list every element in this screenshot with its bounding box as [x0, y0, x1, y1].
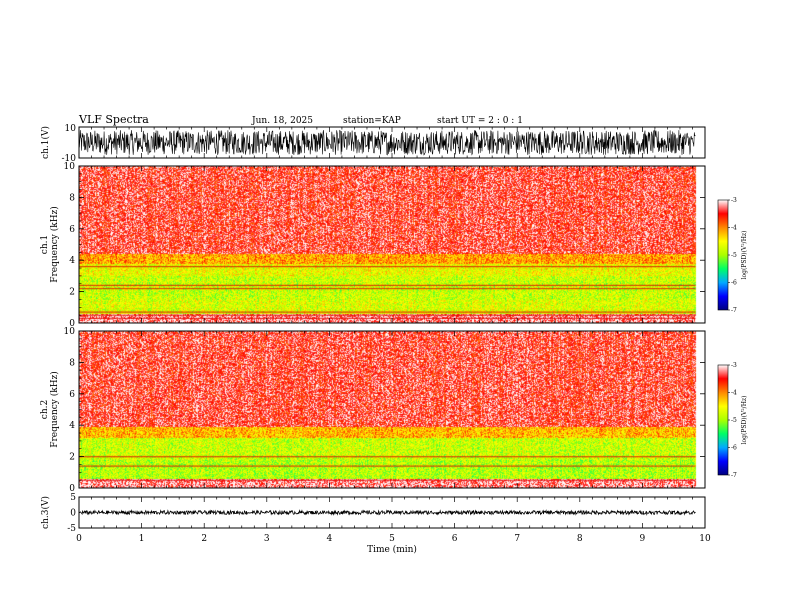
ch1-spectrogram-panel: 0 2 4 6 8 10 ch.1Frequency (kHz) [40, 162, 706, 329]
ch2-spec-ytick-label: 6 [69, 390, 75, 400]
ch2-colorbar-gradient-bar [717, 364, 729, 476]
ch2-spec-ytick-label: 4 [69, 421, 75, 431]
ch1-ytick-label: -10 [62, 154, 77, 164]
figure-title: VLF Spectra [78, 113, 149, 126]
x-axis-label: Time (min) [367, 544, 417, 555]
ch2-colorbar-label: log(PSD)(V²/Hz) [741, 396, 748, 445]
ch2-spec-ytick-label: 2 [69, 453, 75, 463]
x-tick-label: 0 [76, 534, 82, 544]
ch1-spec-ytick-label: 4 [69, 256, 75, 266]
ch2-colorbar-tick-label: -3 [731, 362, 737, 369]
ch2-colorbar-tick-label: -6 [731, 445, 737, 452]
x-tick-label: 9 [640, 534, 646, 544]
x-tick-label: 7 [514, 534, 520, 544]
x-tick-label: 4 [327, 534, 333, 544]
ch2-spectrogram-panel: 0 2 4 6 8 10 ch.2Frequency (kHz) [40, 327, 706, 494]
ch2-colorbar-tick-label: -7 [731, 472, 737, 479]
ch1-spec-ylabel: ch.1Frequency (kHz) [40, 206, 60, 283]
ch1-colorbar-tick-label: -5 [731, 252, 737, 259]
x-tick-label: 3 [264, 534, 270, 544]
ch1-spec-ytick-label: 6 [69, 225, 75, 235]
ch1-colorbar-tick-label: -4 [731, 225, 737, 232]
ch1-spec-heatmap-image [79, 166, 705, 323]
x-tick-label: 10 [699, 534, 711, 544]
ch3-ytick-label: -5 [67, 524, 76, 534]
ch2-spec-ytick-label: 10 [64, 327, 76, 337]
ch1-colorbar-gradient-bar [717, 199, 729, 311]
ch3-ylabel: ch.3(V) [40, 496, 51, 529]
ch3-ytick-label: 0 [70, 509, 76, 519]
x-tick-label: 5 [389, 534, 395, 544]
ch1-waveform-line [78, 129, 696, 156]
ch1-ylabel: ch.1(V) [40, 126, 51, 159]
ch1-ytick-label: 10 [65, 124, 77, 134]
ch1-colorbar-tick-label: -6 [731, 280, 737, 287]
ch3-waveform-line [78, 509, 696, 516]
ch1-colorbar-label: log(PSD)(V²/Hz) [741, 231, 748, 280]
ch2-spec-ytick-label: 8 [69, 358, 75, 368]
ch1-spec-ytick-label: 0 [69, 319, 75, 329]
x-tick-label: 8 [577, 534, 583, 544]
ch2-spec-heatmap-image [79, 331, 705, 488]
ch1-spec-ytick-label: 2 [69, 288, 75, 298]
ch2-spec-ylabel: ch.2Frequency (kHz) [40, 371, 60, 448]
x-tick-label: 6 [452, 534, 458, 544]
x-tick-label: 1 [139, 534, 145, 544]
ch3-ytick-label: 5 [70, 493, 76, 503]
ch1-spec-ytick-label: 8 [69, 193, 75, 203]
ch1-colorbar-tick-label: -7 [731, 307, 737, 314]
ch2-colorbar-tick-label: -4 [731, 390, 737, 397]
x-tick-label: 2 [201, 534, 207, 544]
ch1-colorbar: -3 -4 -5 -6 -7 log(PSD)(V²/Hz) [717, 197, 748, 314]
ch3-waveform-panel: 5 0 -5 ch.3(V) [40, 493, 706, 534]
ch1-waveform-panel: 10 -10 ch.1(V) [40, 124, 706, 164]
ch1-spec-ytick-label: 10 [64, 162, 76, 172]
figure-date: Jun. 18, 2025 [251, 116, 313, 126]
ch2-colorbar: -3 -4 -5 -6 -7 log(PSD)(V²/Hz) [717, 362, 748, 479]
ch1-colorbar-tick-label: -3 [731, 197, 737, 204]
figure-start-time: start UT = 2 : 0 : 1 [437, 116, 523, 126]
figure-station: station=KAP [343, 116, 401, 126]
ch2-colorbar-tick-label: -5 [731, 417, 737, 424]
time-x-axis: 0 1 2 3 4 5 6 7 8 9 10 Time (min) [76, 534, 711, 555]
ch2-spec-ytick-label: 0 [69, 484, 75, 494]
